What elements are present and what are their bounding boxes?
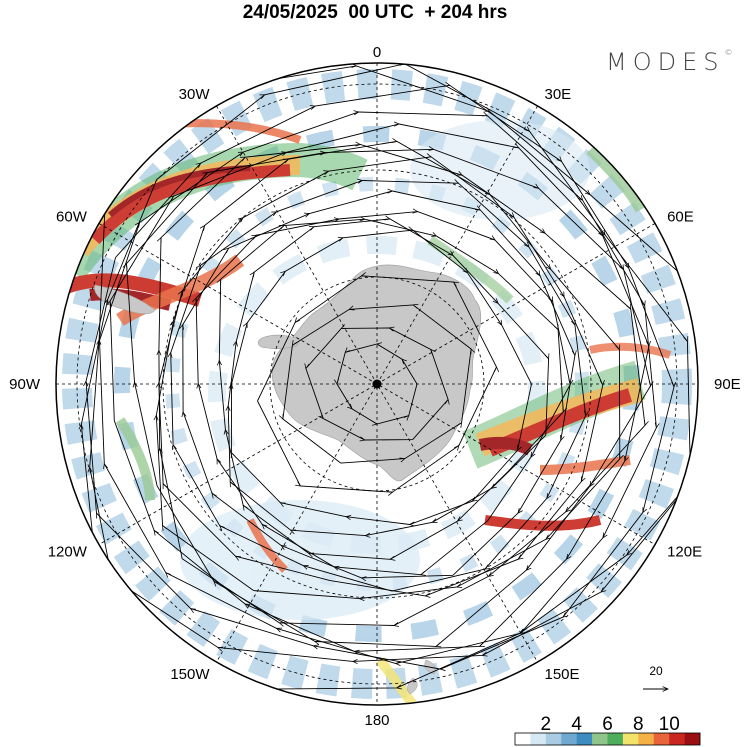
wind-streamlines [81, 64, 698, 689]
colorbar-frame [514, 732, 701, 746]
longitude-label: 60W [56, 209, 88, 226]
colorbar-swatch [669, 733, 685, 745]
colorbar-swatch [622, 733, 639, 745]
colorbar-swatch [653, 733, 670, 745]
colorbar-swatch [576, 733, 593, 745]
streamline [257, 276, 497, 492]
colorbar-swatch [545, 733, 562, 745]
map-border [55, 62, 699, 706]
latitude-circle-1 [269, 276, 485, 492]
jet-indian-core [478, 436, 533, 456]
longitude-label: 180 [364, 712, 389, 729]
antarctic-peninsula [257, 334, 301, 350]
reference-vector-label: 20 [649, 664, 663, 678]
graticule [56, 63, 698, 705]
longitude-label: 30E [545, 86, 572, 103]
meridian-60w-120e [98, 223, 656, 545]
latitude-circle-3 [76, 83, 678, 685]
reference-vector: 20 [643, 664, 668, 689]
logo-copyright-mark: © [724, 48, 733, 57]
longitude-label: 0 [373, 44, 381, 61]
colorbar-swatch [638, 733, 655, 745]
map-title: 24/05/2025 00 UTC + 204 hrs [242, 2, 508, 23]
longitude-label: 150W [170, 666, 210, 683]
colorbar-tick-label: 2 [541, 714, 552, 735]
colorbar-swatch [684, 733, 701, 745]
colorbar-swatch [592, 733, 608, 745]
south-pole-marker [372, 379, 382, 389]
wind-patch-northeast [410, 120, 590, 220]
longitude-label: 150E [545, 666, 580, 683]
colorbar-swatch [607, 733, 624, 745]
colorbar-tick-label: 6 [602, 714, 613, 735]
jet-tasman-red [484, 515, 602, 531]
latitude-circle-2 [162, 169, 592, 599]
longitude-label: 30W [179, 86, 211, 103]
longitude-label: 120W [48, 544, 88, 561]
streamline [90, 66, 698, 689]
longitude-label: 90W [9, 376, 41, 393]
longitude-label: 90E [714, 376, 741, 393]
longitude-label: 120E [667, 544, 702, 561]
wind-speed-colorbar: 2 4 6 8 10 [514, 714, 701, 746]
colorbar-tick-label: 10 [659, 714, 680, 735]
colorbar-tick-label: 4 [571, 714, 582, 735]
colorbar-swatch [561, 733, 577, 745]
meridian-30e-150w [216, 105, 538, 663]
colorbar-tick-label: 8 [633, 714, 644, 735]
longitude-labels: 0 30E 60E 90E 120E 150E 180 150W 120W 90W 60W 30W [9, 44, 741, 729]
longitude-label: 60E [667, 209, 694, 226]
colorbar-swatch [530, 733, 547, 745]
colorbar-swatch [515, 733, 531, 745]
